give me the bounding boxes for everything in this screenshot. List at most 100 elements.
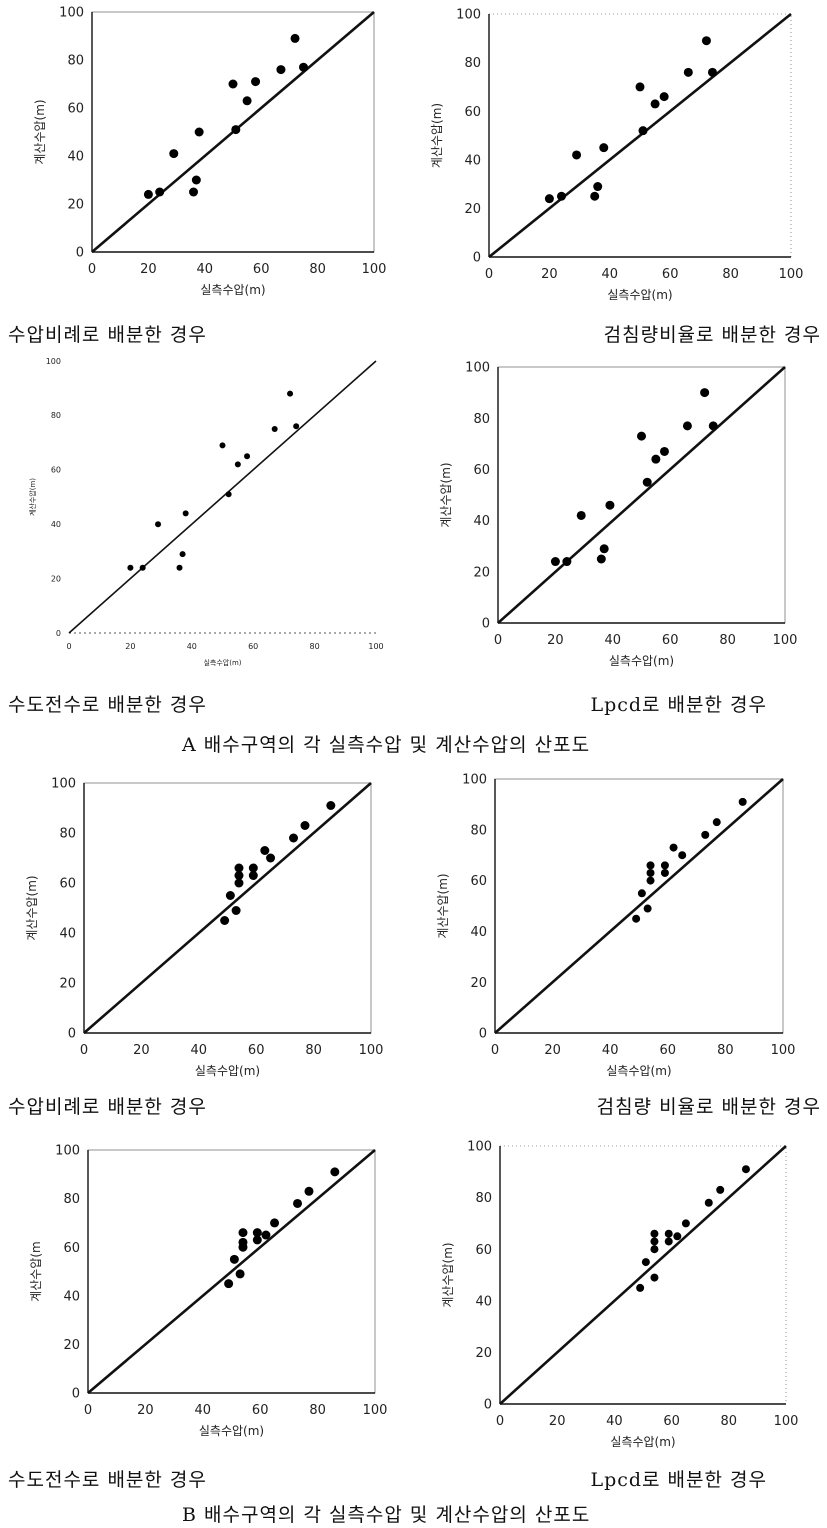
data-point [704, 1198, 713, 1207]
x-tick-label: 0 [485, 267, 493, 282]
x-tick-label: 60 [662, 267, 679, 282]
scatter-chart-8: 00 20 20 40 40 60 60 80 80 100 100 실측수압(m) 계산수압(m) [441, 1140, 798, 1449]
data-point [244, 453, 251, 460]
y-tick-label: 80 [475, 1191, 492, 1206]
reference-line-y-equals-x [497, 366, 786, 624]
y-tick-label: 20 [475, 1346, 492, 1361]
y-tick-label: 0 [482, 617, 490, 632]
x-tick-label: 60 [248, 642, 258, 651]
y-tick-label: 20 [473, 565, 490, 580]
caption-b-connections: 수도전수로 배분한 경우 [8, 1469, 207, 1491]
x-tick-label: 80 [309, 262, 326, 277]
data-point [605, 500, 615, 510]
x-tick-label: 60 [252, 1403, 269, 1418]
x-tick-label: 80 [722, 267, 739, 282]
y-tick-label: 60 [63, 1241, 80, 1256]
data-point [155, 187, 165, 197]
data-point [664, 1229, 673, 1238]
x-tick-label: 100 [363, 1403, 388, 1418]
y-tick-label: 0 [76, 246, 84, 261]
data-point [234, 461, 241, 468]
data-point [191, 175, 201, 185]
y-tick-label: 80 [464, 56, 481, 71]
x-tick-label: 40 [602, 1043, 619, 1058]
scatter-chart-7: 00 20 20 40 40 60 60 80 80 100 100 실측수압(m) 계산수압(m [29, 1144, 387, 1438]
data-point [650, 1229, 659, 1238]
x-axis-label: 실측수압(m) [609, 654, 674, 668]
y-tick-label: 60 [59, 877, 76, 892]
data-point [660, 861, 669, 870]
reference-line-y-equals-x [494, 778, 784, 1034]
data-point [225, 491, 232, 498]
y-tick-label: 20 [59, 977, 76, 992]
data-point [544, 194, 554, 204]
x-axis-label: 실측수압(m) [199, 1424, 264, 1438]
caption-b-meter-ratio: 검침량 비율로 배분한 경우 [596, 1096, 821, 1118]
x-tick-label: 20 [133, 1043, 150, 1058]
data-point [641, 1258, 650, 1267]
data-point [260, 846, 270, 855]
data-point [593, 182, 603, 192]
x-tick-label: 0 [494, 633, 502, 648]
y-tick-label: 80 [59, 827, 76, 842]
y-tick-label: 80 [67, 54, 84, 69]
data-point [650, 1245, 659, 1254]
scatter-chart-6: 00 20 20 40 40 60 60 80 80 100 100 실측수압(m) 계산수압(m) [436, 773, 795, 1078]
data-point [683, 67, 693, 77]
y-tick-label: 80 [51, 411, 61, 420]
y-tick-label: 0 [68, 1027, 76, 1042]
data-point [701, 830, 710, 839]
data-point [194, 127, 204, 137]
data-point [643, 904, 652, 913]
data-point [219, 442, 226, 449]
x-tick-label: 100 [773, 633, 798, 648]
y-tick-label: 100 [465, 361, 490, 376]
x-tick-label: 0 [84, 1403, 92, 1418]
x-tick-label: 60 [660, 1043, 677, 1058]
data-point [234, 871, 244, 880]
data-point [326, 801, 336, 810]
data-point [252, 1228, 262, 1238]
data-point [669, 843, 678, 852]
y-tick-label: 20 [63, 1338, 80, 1353]
data-point [682, 421, 692, 431]
y-tick-label: 40 [59, 927, 76, 942]
y-tick-label: 80 [63, 1192, 80, 1207]
data-point [127, 564, 134, 571]
y-tick-label: 0 [56, 629, 61, 638]
data-point [590, 191, 600, 201]
data-point [572, 150, 582, 160]
data-point [637, 431, 646, 441]
y-tick-label: 0 [479, 1027, 487, 1042]
x-tick-label: 100 [779, 267, 804, 282]
data-point [143, 189, 153, 199]
data-point [235, 1269, 245, 1279]
scatter-chart-5: 00 20 20 40 40 60 60 80 80 100 100 실측수압(m) 계산수압(m) [25, 777, 383, 1078]
y-tick-label: 20 [67, 198, 84, 213]
data-point [716, 1185, 725, 1194]
data-point [659, 446, 669, 456]
scatter-chart-1: 00 20 20 40 40 60 60 80 80 100 100 실측수압(m) 계산수압(m) [33, 6, 386, 297]
x-tick-label: 60 [248, 1043, 265, 1058]
data-point [238, 1228, 248, 1238]
y-tick-label: 40 [464, 153, 481, 168]
data-point [176, 564, 183, 571]
data-point [660, 868, 669, 877]
data-point [179, 551, 186, 558]
x-tick-label: 80 [721, 1414, 738, 1429]
scatter-chart-4: 00 20 20 40 40 60 60 80 80 100 100 실측수압(m) 계산수압(m) [439, 361, 797, 668]
data-point [635, 82, 645, 92]
y-tick-label: 20 [51, 574, 61, 583]
x-tick-label: 80 [719, 633, 736, 648]
caption-a-pressure-ratio: 수압비례로 배분한 경우 [8, 324, 207, 346]
reference-line-y-equals-x [87, 1149, 376, 1394]
y-tick-label: 60 [470, 874, 487, 889]
data-point [632, 914, 641, 923]
data-point [681, 1219, 690, 1228]
x-tick-label: 20 [544, 1043, 561, 1058]
x-tick-label: 40 [187, 642, 197, 651]
data-point [231, 125, 241, 135]
reference-line-y-equals-x [68, 360, 377, 634]
y-tick-label: 100 [55, 1144, 80, 1159]
